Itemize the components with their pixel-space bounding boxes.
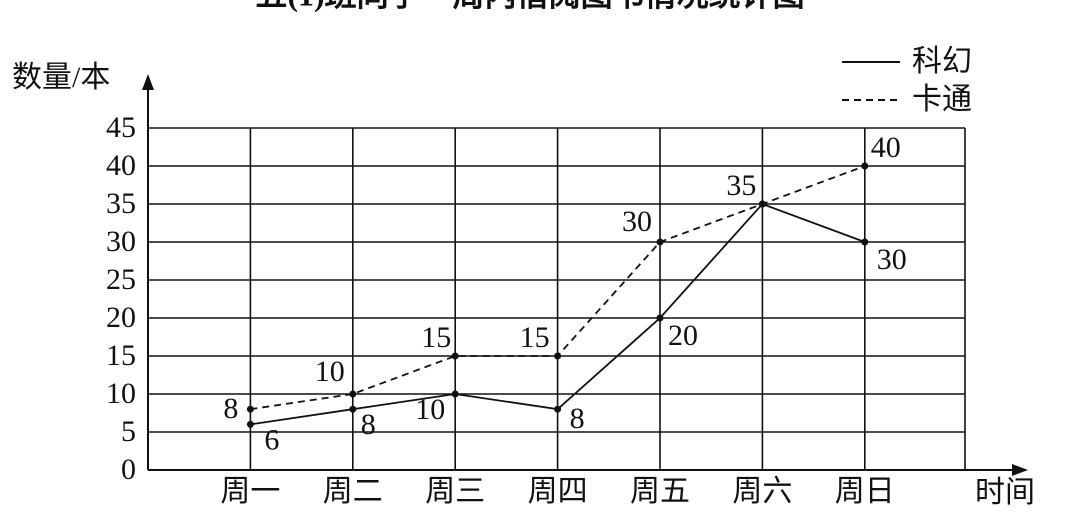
y-tick-label: 25 (106, 263, 136, 296)
x-tick-label: 周一 (220, 475, 280, 508)
x-tick-label: 周五 (630, 475, 690, 508)
x-tick-label: 周日 (835, 475, 895, 508)
point (861, 238, 869, 246)
data-label: 10 (315, 355, 345, 388)
chart-title: 五(1)班同学一周内借阅图书情况统计图 (255, 0, 804, 12)
data-label: 35 (726, 169, 756, 202)
data-label: 8 (223, 392, 238, 425)
y-tick-label: 45 (106, 111, 136, 144)
data-label: 30 (877, 243, 907, 276)
data-label: 20 (668, 319, 698, 352)
point (349, 390, 357, 398)
y-tick-label: 15 (106, 339, 136, 372)
x-tick-label: 周二 (323, 475, 383, 508)
data-label: 30 (622, 205, 652, 238)
y-axis-label: 数量/本 (12, 61, 110, 94)
y-tick-label: 35 (106, 187, 136, 220)
y-tick-label: 20 (106, 301, 136, 334)
point (246, 420, 254, 428)
x-axis-label: 时间 (975, 476, 1035, 509)
y-tick-label: 30 (106, 225, 136, 258)
point (349, 405, 357, 413)
legend-label: 科幻 (912, 45, 972, 78)
point (861, 162, 869, 170)
legend-label: 卡通 (912, 83, 972, 116)
x-arrow (1012, 464, 1028, 476)
y-arrow (142, 74, 154, 90)
x-tick-label: 周六 (732, 475, 792, 508)
point (451, 352, 459, 360)
y-tick-label: 10 (106, 377, 136, 410)
point (554, 352, 562, 360)
y-tick-label: 5 (121, 415, 136, 448)
point (451, 390, 459, 398)
data-label: 15 (520, 321, 550, 354)
y-tick-label: 40 (106, 149, 136, 182)
y-tick-label: 0 (121, 453, 136, 486)
data-label: 8 (361, 408, 376, 441)
data-label: 15 (421, 321, 451, 354)
data-label: 8 (570, 402, 585, 435)
point (758, 200, 766, 208)
point (554, 405, 562, 413)
point (246, 405, 254, 413)
data-label: 10 (415, 393, 445, 426)
x-tick-label: 周三 (425, 475, 485, 508)
data-label: 40 (871, 131, 901, 164)
point (656, 314, 664, 322)
x-tick-label: 周四 (528, 475, 588, 508)
data-label: 6 (264, 423, 279, 456)
point (656, 238, 664, 246)
